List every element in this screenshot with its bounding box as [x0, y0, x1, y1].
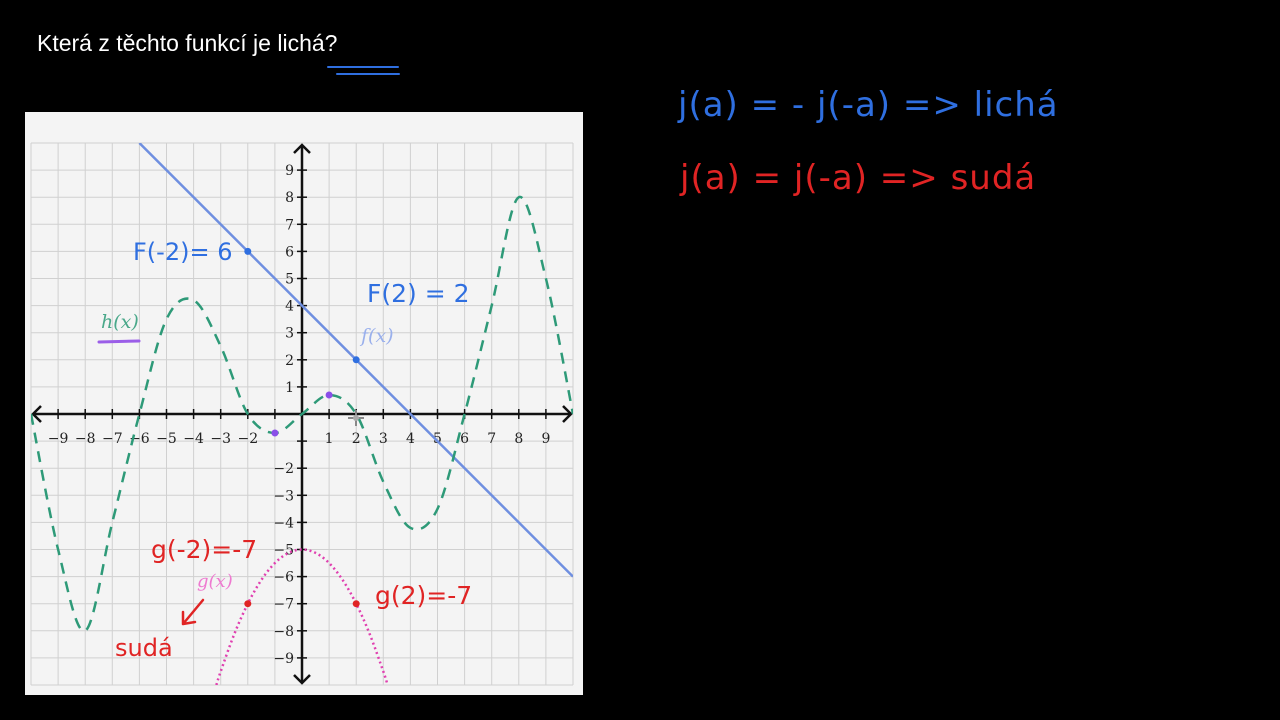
x-tick-label: 6 [460, 431, 469, 447]
x-tick-label: −8 [75, 431, 96, 447]
x-tick-label: −9 [48, 431, 69, 447]
marked-point [352, 356, 360, 364]
x-tick-label: −3 [210, 431, 231, 447]
question-title: Která z těchto funkcí je lichá? [37, 30, 337, 57]
arrow-icon [181, 598, 205, 626]
f-2-annotation: F(2) = 2 [367, 279, 470, 308]
series-hx-curve [31, 195, 573, 633]
g-2-annotation: g(2)=-7 [375, 581, 472, 610]
x-tick-label: −5 [156, 431, 177, 447]
y-tick-label: 4 [285, 299, 294, 315]
h-label: h(x) [101, 311, 139, 333]
x-tick-label: 2 [352, 431, 361, 447]
marked-point [271, 429, 279, 437]
y-tick-label: −3 [273, 488, 294, 504]
y-tick-label: −2 [273, 461, 294, 477]
odd-function-rule: j(a) = - j(-a) => lichá [678, 85, 1059, 125]
h-label-underline [97, 339, 141, 344]
x-axis-arrows [31, 405, 573, 423]
y-tick-label: 8 [285, 190, 294, 206]
title-text: Která z těchto funkcí je [37, 30, 278, 56]
even-function-rule: j(a) = j(-a) => sudá [680, 158, 1037, 198]
x-tick-label: 5 [433, 431, 442, 447]
y-tick-label: −9 [273, 651, 294, 667]
highlight-underline-2 [336, 73, 400, 75]
x-tick-label: 3 [379, 431, 388, 447]
marked-point [325, 391, 333, 399]
x-tick-label: 8 [514, 431, 523, 447]
y-tick-label: 7 [285, 217, 294, 233]
y-tick-label: −5 [273, 543, 294, 559]
highlight-underline [327, 66, 399, 68]
x-tick-label: 7 [487, 431, 496, 447]
y-axis-arrows [293, 143, 311, 685]
y-tick-label: −4 [273, 515, 294, 531]
g-verdict-annotation: sudá [115, 634, 173, 662]
x-tick-label: 1 [325, 431, 334, 447]
y-tick-label: 5 [285, 272, 294, 288]
title-suffix: ? [324, 30, 338, 56]
graph-panel: −9 −8 −7 −6 −5 −4 −3 −2 1 2 3 4 5 6 7 8 9 9 8 7 6 5 4 3 2 1 −2 −3 −4… [25, 112, 583, 695]
y-tick-label: 9 [285, 163, 294, 179]
f-label: f(x) [359, 325, 394, 347]
marked-point [244, 247, 252, 255]
x-tick-label: −7 [102, 431, 123, 447]
y-tick-label: −7 [273, 597, 294, 613]
annotation-layer: F(-2)= 6 F(2) = 2 h(x) f(x) g(-2)=-7 g(x… [97, 238, 472, 662]
marked-point [244, 600, 252, 608]
x-tick-label: −4 [183, 431, 204, 447]
x-tick-label: −2 [237, 431, 258, 447]
y-tick-label: −6 [273, 570, 294, 586]
y-tick-label: 3 [285, 326, 294, 342]
marked-point [352, 600, 360, 608]
f-neg2-annotation: F(-2)= 6 [133, 238, 232, 266]
y-tick-label: 2 [285, 353, 294, 369]
g-label: g(x) [197, 571, 233, 592]
series-gx-curve [215, 548, 389, 685]
x-tick-label: 9 [541, 431, 550, 447]
g-neg2-annotation: g(-2)=-7 [151, 535, 257, 564]
y-tick-label: −8 [273, 624, 294, 640]
title-highlight: lichá [277, 30, 325, 56]
cursor-icon [348, 410, 364, 426]
y-tick-label: 1 [285, 380, 294, 396]
y-tick-label: 6 [285, 244, 294, 260]
x-tick-label: 4 [406, 431, 415, 447]
